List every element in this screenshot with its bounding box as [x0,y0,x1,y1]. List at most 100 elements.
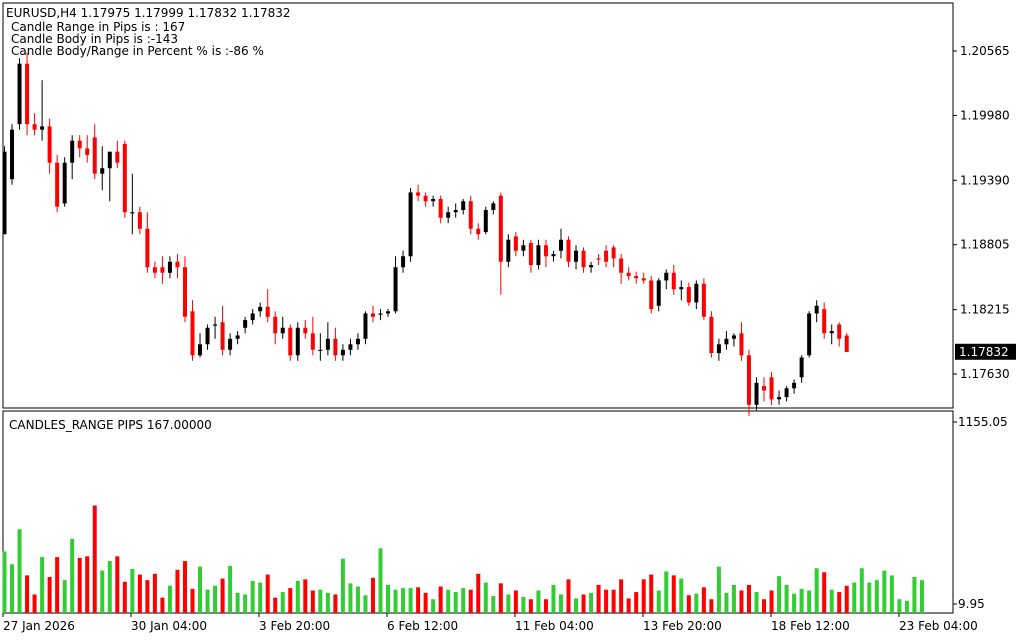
candle [401,250,406,273]
range-bar [130,569,135,613]
candle [115,140,120,169]
candle-body [506,239,511,262]
candle-body [453,210,458,213]
range-bar [528,599,533,613]
current-price-tag [955,343,1016,360]
candle [235,331,240,345]
candle [370,305,375,323]
range-bar [837,592,842,613]
candle-body [62,162,67,204]
candle [431,195,436,207]
range-bar [340,558,345,613]
range-bar [551,584,556,613]
candle-body [333,338,338,356]
candle [408,188,413,262]
candle-body [762,386,767,391]
candle-body [536,245,541,266]
candle [213,316,218,339]
range-bar [792,593,797,613]
candle-body [295,327,300,356]
info-line-range: Candle Range in Pips is : 167 [11,20,186,34]
range-bar [137,574,142,613]
candle [746,349,751,416]
candle [649,276,654,314]
candle-body [175,261,180,268]
candle-body [822,309,827,334]
candle-body [280,327,285,334]
candle [513,232,518,257]
chart-title: EURUSD,H4 1.17975 1.17999 1.17832 1.1783… [6,6,291,20]
range-bar [378,548,383,613]
candle-body [731,335,736,339]
candle [686,282,691,306]
range-bar [288,588,293,613]
candle [656,278,661,312]
candle-body [483,210,488,233]
range-bar [566,579,571,613]
candle [228,333,233,356]
candle [476,223,481,240]
candle [17,58,22,130]
range-bar [25,575,30,613]
candle-body [521,245,526,251]
candle-body [235,335,240,339]
candle [611,245,616,268]
candle [77,135,82,158]
candle-body [340,349,345,356]
range-bar [716,566,721,613]
range-bar [814,568,819,613]
candle [273,311,278,345]
range-bar [589,592,594,613]
candle [716,338,721,361]
candle [844,333,849,352]
range-bar [543,599,548,613]
range-bar [258,582,263,613]
candle [792,379,797,394]
candle-body [408,192,413,257]
candle-body [814,305,819,314]
candle [325,322,330,356]
candle-body [182,267,187,317]
candle-body [468,201,473,229]
candle-body [220,322,225,350]
time-tick-label: 27 Jan 2026 [3,619,75,633]
range-bar [205,589,210,613]
range-bar [844,585,849,613]
candle-body [318,349,323,351]
candle-body [543,245,548,257]
range-bar [393,589,398,613]
range-bar [446,589,451,613]
candle-body [416,192,421,196]
range-bar [604,589,609,613]
candle-body [498,195,503,262]
range-bar [265,574,270,613]
subwindow-title: CANDLES_RANGE PIPS 167.00000 [9,418,212,432]
candle-body [228,338,233,350]
candle [167,256,172,279]
price-tick-label: 1.18805 [960,238,1010,252]
candle-body [574,250,579,262]
range-bar [355,586,360,613]
candle [198,333,203,358]
candle [807,311,812,358]
candle [152,261,157,279]
range-bar [641,579,646,613]
range-bar [784,584,789,613]
candle-body [355,338,360,345]
candle [265,289,270,323]
candles-series [2,52,849,416]
candle-body [325,338,330,350]
range-bar [513,590,518,613]
time-tick-label: 23 Feb 04:00 [899,619,978,633]
candle [739,322,744,361]
range-bar [649,574,654,613]
candle [122,140,127,218]
candle-body [10,129,15,180]
range-bar [107,561,112,613]
candle [498,192,503,295]
candle-body [799,357,804,378]
candle [762,377,767,402]
range-bar [897,599,902,613]
candle [822,302,827,339]
range-bar [363,595,368,613]
